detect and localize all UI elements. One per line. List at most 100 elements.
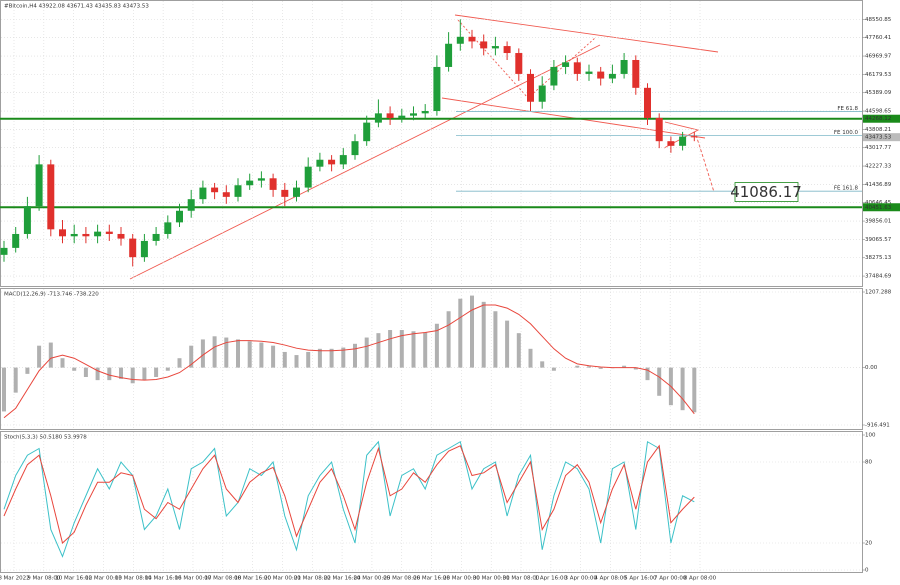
candle-body — [234, 185, 242, 197]
y-tick-label: 100 — [865, 433, 876, 439]
macd-bar — [353, 343, 357, 368]
candle-body — [152, 233, 160, 241]
level-tag — [863, 114, 900, 123]
candle-body — [386, 113, 394, 118]
macd-bar — [48, 342, 53, 368]
y-tick-label: 37484.69 — [865, 274, 892, 280]
y-tick-label: 1207.288 — [865, 290, 892, 296]
macd-bar — [692, 367, 697, 413]
macd-bar — [376, 333, 381, 368]
x-tick-label: 3 Apr 00:00 — [565, 576, 598, 582]
stoch-frame — [0, 431, 863, 573]
macd-bar — [481, 301, 486, 368]
macd-frame — [0, 288, 863, 430]
candle-body — [679, 136, 687, 146]
macd-bar — [470, 295, 474, 368]
macd-bar — [189, 345, 194, 368]
candle-body — [339, 155, 347, 165]
x-tick-label: 26 Mar 16:00 — [413, 576, 450, 582]
candle-body — [644, 87, 651, 118]
triangle — [663, 121, 700, 149]
macd-bar — [317, 348, 322, 368]
fib-label: FE 161.8 — [834, 186, 859, 192]
macd-bar — [540, 361, 545, 368]
candle-body — [398, 115, 406, 118]
candle-body — [47, 164, 55, 230]
price-title: #Bitcoin,H4 43922.08 43671.43 43435.83 4… — [4, 4, 149, 10]
x-tick-label: 12 Mar 00:00 — [85, 576, 122, 582]
price-frame — [0, 0, 863, 287]
macd-bar — [587, 366, 591, 368]
stoch-title: Stoch(5,3,3) 50.5180 53.9978 — [4, 435, 87, 441]
candle-body — [222, 192, 230, 197]
macd-bar — [458, 298, 463, 368]
macd-bar — [83, 367, 88, 377]
y-tick-label: 45389.09 — [865, 90, 892, 96]
candle-body — [140, 240, 148, 258]
y-tick-label: 40646.45 — [865, 200, 892, 206]
macd-bar — [13, 367, 18, 393]
target-box — [734, 182, 799, 202]
candle-body — [105, 231, 113, 234]
macd-bar — [154, 367, 159, 377]
candle-body — [164, 222, 172, 234]
candle-body — [0, 247, 8, 255]
macd-bar — [72, 367, 77, 371]
candle-body — [445, 43, 453, 67]
macd-bar — [165, 367, 170, 371]
candle-body — [257, 178, 265, 181]
x-tick-label: 16 Mar 00:00 — [175, 576, 212, 582]
y-tick-label: 44598.65 — [865, 109, 892, 115]
x-tick-label: 8 Mar 2022 — [0, 576, 30, 582]
macd-bar — [95, 367, 100, 381]
candle-body — [316, 159, 324, 167]
candle-body — [503, 46, 511, 54]
candle-body — [562, 62, 570, 67]
macd-bar — [25, 367, 30, 374]
candle-body — [480, 41, 488, 49]
y-tick-label: 41436.89 — [865, 182, 892, 188]
candle-body — [538, 85, 546, 102]
macd-bar — [119, 367, 123, 379]
x-tick-label: 4 Apr 08:00 — [594, 576, 627, 582]
trend-line — [129, 44, 601, 280]
macd-bar — [2, 367, 6, 412]
candle-body — [199, 187, 207, 200]
candle-body — [597, 71, 605, 79]
candle-body — [293, 187, 300, 197]
x-tick-label: 24 Mar 00:00 — [354, 576, 391, 582]
macd-bar — [622, 365, 627, 368]
macd-bar — [224, 337, 229, 368]
candle-body — [667, 141, 675, 146]
candle-body — [421, 111, 429, 114]
target-label: 41086.17 — [730, 183, 802, 201]
macd-bar — [680, 367, 685, 411]
stoch-line — [3, 444, 695, 544]
candle-body — [246, 180, 254, 186]
candle-body — [351, 141, 359, 156]
candle-body — [632, 59, 640, 88]
x-tick-label: 17 Mar 08:00 — [204, 576, 241, 582]
y-tick-label: 39856.01 — [865, 219, 891, 225]
macd-bar — [294, 355, 299, 368]
macd-bar — [212, 336, 217, 368]
y-tick-label: 42227.33 — [865, 164, 892, 170]
candle-body — [94, 231, 102, 237]
candle-body — [129, 238, 137, 258]
y-tick-label: 46179.53 — [865, 72, 892, 78]
macd-bar — [575, 365, 580, 368]
macd-bar — [259, 342, 264, 368]
macd-bar — [551, 367, 556, 371]
macd-bar — [528, 348, 533, 368]
y-tick-label: 46969.97 — [865, 54, 892, 60]
y-tick-label: 43808.21 — [865, 127, 891, 133]
y-tick-label: 47760.41 — [865, 35, 891, 41]
x-tick-label: 5 Apr 16:00 — [624, 576, 657, 582]
candle-body — [410, 113, 417, 116]
candle-body — [620, 59, 628, 74]
candle-body — [59, 229, 66, 237]
level-label: 44268.12 — [865, 116, 891, 122]
macd-bar — [434, 323, 439, 368]
level-label: 40451.63 — [865, 205, 892, 211]
macd-bar — [493, 311, 498, 368]
